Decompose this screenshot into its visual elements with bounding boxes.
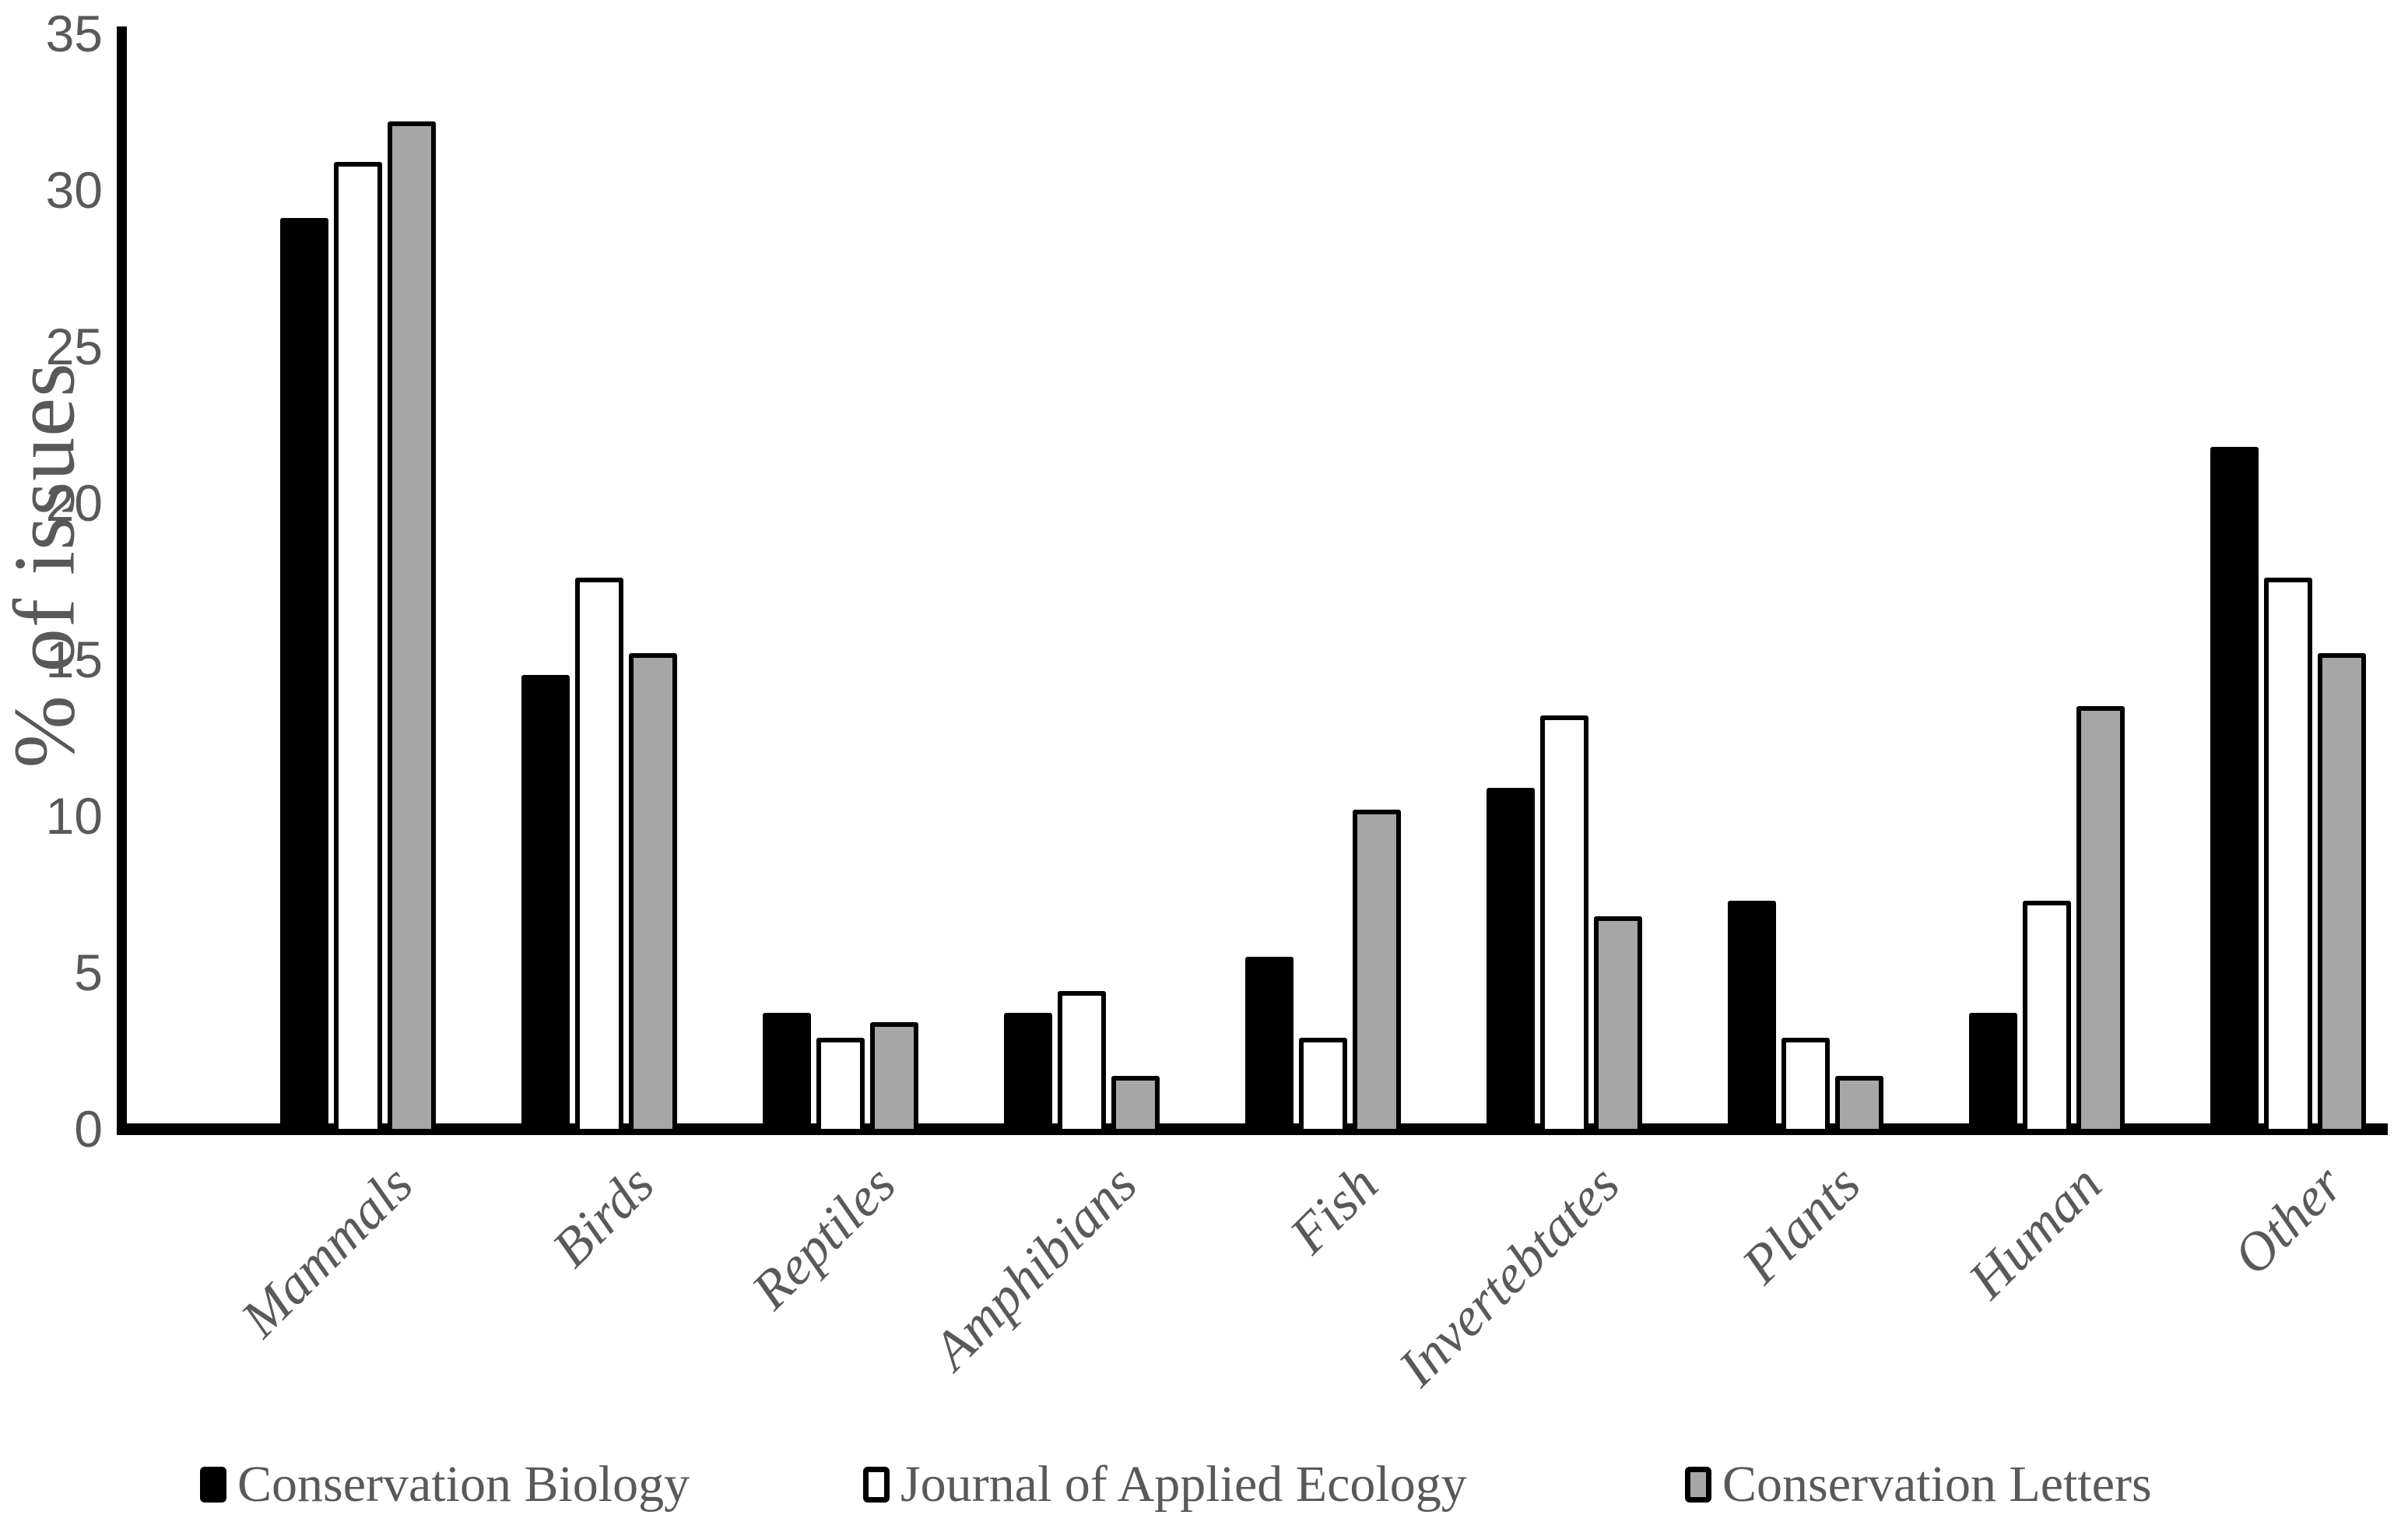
y-tick-label-35: 35 [45,5,103,62]
y-tick-label-10: 10 [45,787,103,845]
category-label-invertebtates: Invertebtates [1387,1154,1631,1398]
bar-conservation-letters-reptiles [870,1022,918,1134]
legend-item-journal-of-applied-ecology: Journal of Applied Ecology [863,1450,1467,1520]
y-tick-label-20: 20 [45,474,103,532]
bar-journal-of-applied-ecology-invertebtates [1540,715,1588,1134]
legend-label: Conservation Letters [1722,1456,2152,1513]
bar-journal-of-applied-ecology-plants [1781,1038,1830,1134]
category-label-birds: Birds [541,1154,666,1279]
category-label-human: Human [1957,1154,2114,1310]
legend: Conservation Biology Journal of Applied E… [0,1450,2408,1520]
category-label-reptiles: Reptiles [740,1154,907,1321]
bar-conservation-biology-birds [521,675,570,1134]
legend-swatch-icon [200,1467,226,1503]
bar-conservation-letters-invertebtates [1594,916,1642,1134]
bar-conservation-letters-human [2076,706,2125,1134]
legend-item-conservation-biology: Conservation Biology [200,1450,690,1520]
category-label-plants: Plants [1731,1154,1873,1295]
bar-conservation-biology-mammals [280,218,328,1134]
y-axis-line [117,26,127,1135]
category-label-mammals: Mammals [230,1154,425,1349]
legend-label: Journal of Applied Ecology [900,1456,1467,1513]
y-tick-label-30: 30 [45,161,103,219]
legend-item-conservation-letters: Conservation Letters [1685,1450,2152,1520]
bar-journal-of-applied-ecology-human [2023,901,2071,1134]
bar-conservation-letters-fish [1353,810,1401,1134]
bar-conservation-letters-plants [1835,1076,1883,1134]
bar-conservation-biology-human [1969,1013,2017,1134]
bar-conservation-biology-reptiles [763,1013,811,1134]
bar-conservation-biology-plants [1728,901,1776,1134]
y-tick-label-25: 25 [45,318,103,375]
y-tick-label-15: 15 [45,631,103,688]
bar-conservation-biology-fish [1245,957,1294,1134]
bar-conservation-letters-mammals [388,121,436,1134]
bar-conservation-biology-amphibians [1004,1013,1052,1134]
bar-journal-of-applied-ecology-birds [575,578,623,1134]
bar-journal-of-applied-ecology-fish [1299,1038,1347,1134]
bar-journal-of-applied-ecology-reptiles [816,1038,865,1134]
category-label-other: Other [2222,1154,2355,1287]
category-label-fish: Fish [1278,1154,1390,1266]
y-tick-label-0: 0 [74,1100,103,1158]
bar-conservation-letters-birds [629,653,677,1134]
bar-conservation-biology-invertebtates [1487,788,1535,1134]
bar-conservation-letters-amphibians [1111,1076,1160,1134]
bar-journal-of-applied-ecology-mammals [334,162,382,1134]
bar-journal-of-applied-ecology-other [2264,578,2312,1134]
legend-label: Conservation Biology [237,1456,690,1513]
y-tick-label-5: 5 [74,944,103,1001]
legend-swatch-icon [1685,1467,1711,1503]
bar-journal-of-applied-ecology-amphibians [1058,991,1106,1134]
category-label-amphibians: Amphibians [921,1154,1149,1381]
legend-swatch-icon [863,1467,890,1503]
y-axis-title: % of issues [0,362,93,768]
bar-conservation-biology-other [2210,447,2259,1134]
bar-conservation-letters-other [2318,653,2366,1134]
